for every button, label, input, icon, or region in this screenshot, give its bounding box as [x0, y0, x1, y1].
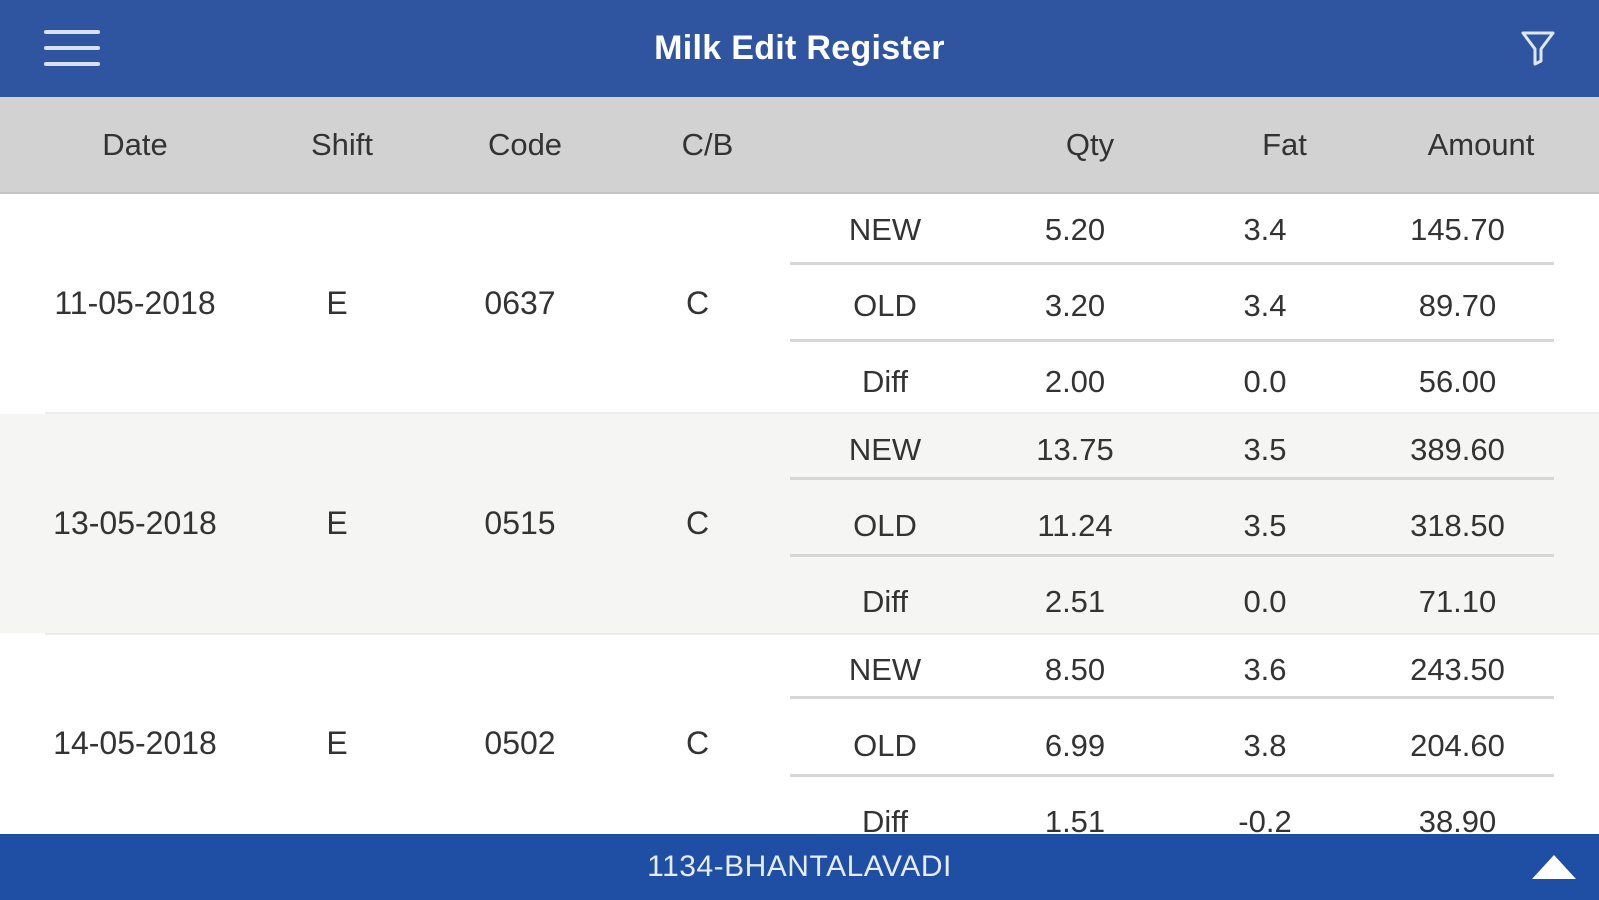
line-fat: 3.5 [1243, 508, 1287, 543]
line-qty: 13.75 [1036, 432, 1114, 467]
line-type: OLD [853, 508, 917, 543]
line-qty: 6.99 [1044, 728, 1106, 763]
line-fat: 3.8 [1243, 728, 1287, 763]
line-qty: 5.20 [1044, 212, 1106, 247]
sub-row-new: NEW 5.20 3.4 145.70 [0, 194, 1599, 271]
record-shift: E [326, 505, 348, 541]
sub-row-diff: Diff 1.51 -0.2 38.90 [0, 786, 1599, 834]
sub-row-old: OLD 3.20 3.4 89.70 [0, 270, 1599, 347]
line-amount: 243.50 [1410, 652, 1505, 687]
table-header: Date Shift Code C/B Qty Fat Amount [0, 97, 1599, 194]
row-divider [45, 633, 1599, 635]
table-row[interactable]: 14-05-2018 E 0502 C NEW 8.50 3.6 243.50 … [0, 634, 1599, 834]
line-type: NEW [848, 212, 922, 247]
center-label: 1134-BHANTALAVADI [647, 850, 952, 883]
sub-row-divider [790, 696, 1554, 699]
sub-row-diff: Diff 2.51 0.0 71.10 [0, 566, 1599, 643]
line-amount: 56.00 [1418, 364, 1497, 399]
record-code: 0637 [484, 285, 556, 321]
sub-row-divider [790, 774, 1554, 777]
records-list: 11-05-2018 E 0637 C NEW 5.20 3.4 145.70 … [0, 194, 1599, 834]
line-type: OLD [853, 728, 917, 763]
column-header-shift: Shift [310, 127, 374, 162]
line-amount: 318.50 [1410, 508, 1505, 543]
line-amount: 145.70 [1410, 212, 1505, 247]
line-fat: 3.5 [1243, 432, 1287, 467]
app-bar: Milk Edit Register [0, 0, 1599, 97]
line-fat: 3.4 [1243, 288, 1287, 323]
line-type: NEW [848, 652, 922, 687]
record-date: 11-05-2018 [54, 285, 216, 321]
row-divider [45, 412, 1599, 414]
line-amount: 38.90 [1418, 804, 1497, 834]
record-date: 14-05-2018 [53, 725, 217, 761]
sub-row-new: NEW 8.50 3.6 243.50 [0, 634, 1599, 711]
menu-icon[interactable] [44, 26, 100, 70]
record-code: 0502 [484, 725, 556, 761]
column-header-cb: C/B [681, 127, 734, 162]
column-header-qty: Qty [1065, 127, 1115, 162]
footer-bar: 1134-BHANTALAVADI [0, 834, 1599, 900]
record-cb: C [685, 285, 710, 321]
line-qty: 2.00 [1044, 364, 1106, 399]
page-title: Milk Edit Register [654, 29, 945, 67]
sub-row-old: OLD 11.24 3.5 318.50 [0, 490, 1599, 567]
record-code: 0515 [484, 505, 556, 541]
line-type: Diff [862, 364, 908, 399]
record-cb: C [685, 505, 710, 541]
sub-row-old: OLD 6.99 3.8 204.60 [0, 710, 1599, 787]
line-type: Diff [862, 804, 908, 834]
table-row[interactable]: 13-05-2018 E 0515 C NEW 13.75 3.5 389.60… [0, 414, 1599, 633]
sub-row-divider [790, 554, 1554, 557]
sub-row-new: NEW 13.75 3.5 389.60 [0, 414, 1599, 491]
line-amount: 89.70 [1418, 288, 1497, 323]
line-qty: 2.51 [1044, 584, 1106, 619]
line-fat: 3.4 [1243, 212, 1287, 247]
line-type: NEW [848, 432, 922, 467]
record-shift: E [326, 285, 348, 321]
record-cb: C [685, 725, 710, 761]
filter-icon[interactable] [1521, 30, 1555, 66]
sub-row-divider [790, 477, 1554, 480]
column-header-date: Date [102, 127, 168, 162]
line-amount: 71.10 [1418, 584, 1497, 619]
sub-row-diff: Diff 2.00 0.0 56.00 [0, 346, 1599, 423]
line-fat: 0.0 [1243, 364, 1287, 399]
record-shift: E [326, 725, 348, 761]
table-row[interactable]: 11-05-2018 E 0637 C NEW 5.20 3.4 145.70 … [0, 194, 1599, 413]
column-header-amount: Amount [1427, 127, 1535, 162]
line-qty: 3.20 [1044, 288, 1106, 323]
line-fat: 0.0 [1243, 584, 1287, 619]
line-fat: -0.2 [1238, 804, 1292, 834]
line-amount: 389.60 [1410, 432, 1505, 467]
sub-row-divider [790, 339, 1554, 342]
line-fat: 3.6 [1243, 652, 1287, 687]
line-type: Diff [862, 584, 908, 619]
line-type: OLD [853, 288, 917, 323]
record-date: 13-05-2018 [53, 505, 217, 541]
line-qty: 11.24 [1037, 508, 1113, 543]
line-qty: 1.51 [1044, 804, 1106, 834]
column-header-code: Code [487, 127, 563, 162]
sub-row-divider [790, 262, 1554, 265]
column-header-fat: Fat [1262, 127, 1307, 162]
line-amount: 204.60 [1410, 728, 1505, 763]
triangle-up-icon[interactable] [1530, 853, 1578, 881]
line-qty: 8.50 [1044, 652, 1106, 687]
